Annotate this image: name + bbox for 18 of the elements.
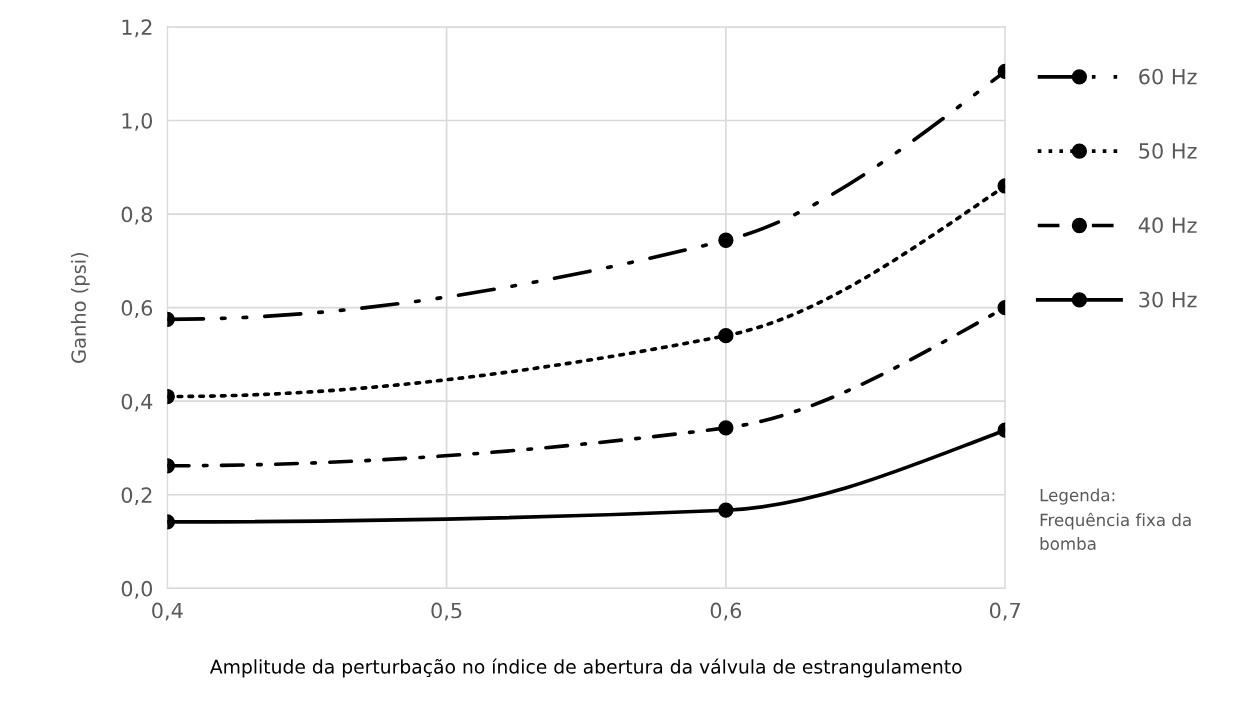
y-tick-label: 1,0 [122, 112, 153, 131]
y-tick-label: 0,0 [121, 580, 153, 599]
legend-label: 50 Hz [1139, 143, 1197, 159]
legend-label: 30 Hz [1139, 291, 1197, 308]
legend-label: 40 Hz [1138, 217, 1197, 234]
x-axis-title: Amplitude da perturbação no índice de abertura da válvula de estrangulamento [209, 658, 962, 678]
x-tick-label: 0,4 [152, 602, 183, 621]
y-axis-title: Ganho (psi) [70, 252, 90, 363]
y-tick-label: 0,2 [121, 487, 152, 506]
legend-label: 60 Hz [1139, 68, 1197, 85]
y-tick-label: 0,8 [121, 206, 152, 225]
y-tick-label: 0,6 [121, 300, 153, 318]
x-tick-label: 0,5 [431, 602, 462, 621]
x-tick-label: 0,6 [710, 602, 742, 621]
y-tick-label: 0,4 [121, 393, 153, 412]
x-tick-label: 0,7 [989, 602, 1020, 621]
text: Legenda: Frequência fixa da bomba [1040, 488, 1191, 550]
y-tick-label: 1,2 [122, 19, 152, 38]
